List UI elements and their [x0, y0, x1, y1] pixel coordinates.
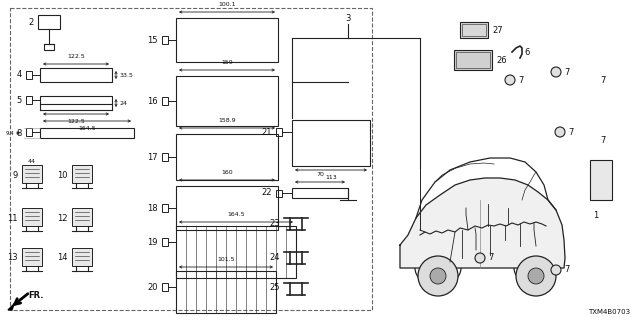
Bar	[72, 165, 92, 183]
Text: 101.5: 101.5	[217, 257, 235, 262]
Bar	[40, 68, 112, 82]
Circle shape	[528, 268, 544, 284]
Polygon shape	[8, 304, 14, 310]
Text: 22: 22	[262, 188, 272, 196]
Text: 7: 7	[568, 127, 573, 137]
Bar	[292, 120, 370, 166]
Text: 160: 160	[221, 170, 233, 175]
Text: 1: 1	[593, 211, 598, 220]
Bar	[22, 248, 42, 266]
Text: 18: 18	[147, 204, 158, 212]
Bar	[162, 36, 168, 44]
Bar	[454, 50, 492, 70]
Text: TXM4B0703: TXM4B0703	[588, 309, 630, 315]
Text: 24: 24	[269, 252, 280, 261]
Text: 44: 44	[28, 158, 36, 164]
Text: 11: 11	[8, 213, 18, 222]
Circle shape	[555, 127, 565, 137]
Bar	[40, 128, 134, 138]
Bar	[26, 128, 32, 136]
Bar	[162, 204, 168, 212]
Text: 23: 23	[269, 219, 280, 228]
Text: 7: 7	[600, 76, 605, 84]
Text: 7: 7	[564, 68, 570, 76]
Text: 33.5: 33.5	[120, 73, 134, 77]
Text: 27: 27	[492, 26, 502, 35]
Bar	[176, 76, 278, 126]
Text: 2: 2	[29, 18, 34, 27]
Circle shape	[551, 265, 561, 275]
Text: FR.: FR.	[28, 291, 44, 300]
Bar	[40, 96, 112, 104]
Text: 26: 26	[496, 55, 507, 65]
Bar	[162, 283, 168, 291]
Bar	[292, 188, 348, 198]
Bar	[38, 15, 60, 29]
Text: 25: 25	[269, 284, 280, 292]
Circle shape	[475, 253, 485, 263]
Text: 17: 17	[147, 153, 158, 162]
Text: 6: 6	[524, 47, 529, 57]
Text: 158.9: 158.9	[218, 118, 236, 123]
Bar	[162, 153, 168, 161]
Bar	[176, 134, 278, 180]
Text: 113: 113	[325, 175, 337, 180]
Text: 7: 7	[488, 253, 493, 262]
Text: 5: 5	[17, 95, 22, 105]
Bar	[72, 208, 92, 226]
Bar	[72, 248, 92, 266]
Text: 100.1: 100.1	[218, 2, 236, 7]
Bar	[276, 128, 282, 136]
Circle shape	[551, 67, 561, 77]
Text: 70: 70	[316, 172, 324, 177]
Text: 20: 20	[147, 283, 158, 292]
Text: 7: 7	[600, 135, 605, 145]
Bar	[26, 96, 32, 104]
Circle shape	[505, 75, 515, 85]
Text: 164.5: 164.5	[227, 212, 245, 217]
Text: 15: 15	[147, 36, 158, 44]
Bar	[456, 52, 490, 68]
Text: 7: 7	[518, 76, 524, 84]
Bar	[276, 190, 282, 197]
Bar	[44, 44, 54, 50]
Bar	[176, 186, 278, 230]
Bar	[176, 271, 276, 313]
Circle shape	[418, 256, 458, 296]
Text: 122.5: 122.5	[67, 54, 85, 59]
Polygon shape	[400, 178, 565, 268]
Text: 9.4: 9.4	[5, 131, 14, 135]
Text: 10: 10	[58, 171, 68, 180]
Bar	[22, 208, 42, 226]
Text: 21: 21	[262, 127, 272, 137]
Bar	[22, 165, 42, 183]
Text: 4: 4	[17, 69, 22, 78]
Circle shape	[516, 256, 556, 296]
Bar	[176, 18, 278, 62]
Bar	[590, 160, 612, 200]
Bar	[26, 71, 32, 79]
Text: 12: 12	[58, 213, 68, 222]
Bar	[10, 8, 372, 310]
Bar	[460, 22, 488, 38]
Text: 9: 9	[13, 171, 18, 180]
Text: 8: 8	[17, 129, 22, 138]
Text: 13: 13	[8, 253, 18, 262]
Text: 16: 16	[147, 97, 158, 106]
Text: 159: 159	[221, 60, 233, 65]
Text: 122.5: 122.5	[67, 119, 85, 124]
Bar	[162, 238, 168, 246]
Bar	[462, 24, 486, 36]
Bar	[176, 226, 296, 278]
Text: 24: 24	[120, 100, 128, 106]
Text: 7: 7	[564, 266, 570, 275]
Circle shape	[430, 268, 446, 284]
Text: 164.5: 164.5	[78, 126, 96, 131]
Text: 14: 14	[58, 253, 68, 262]
Bar	[162, 97, 168, 105]
Text: 3: 3	[346, 13, 351, 22]
Text: 19: 19	[147, 237, 158, 246]
